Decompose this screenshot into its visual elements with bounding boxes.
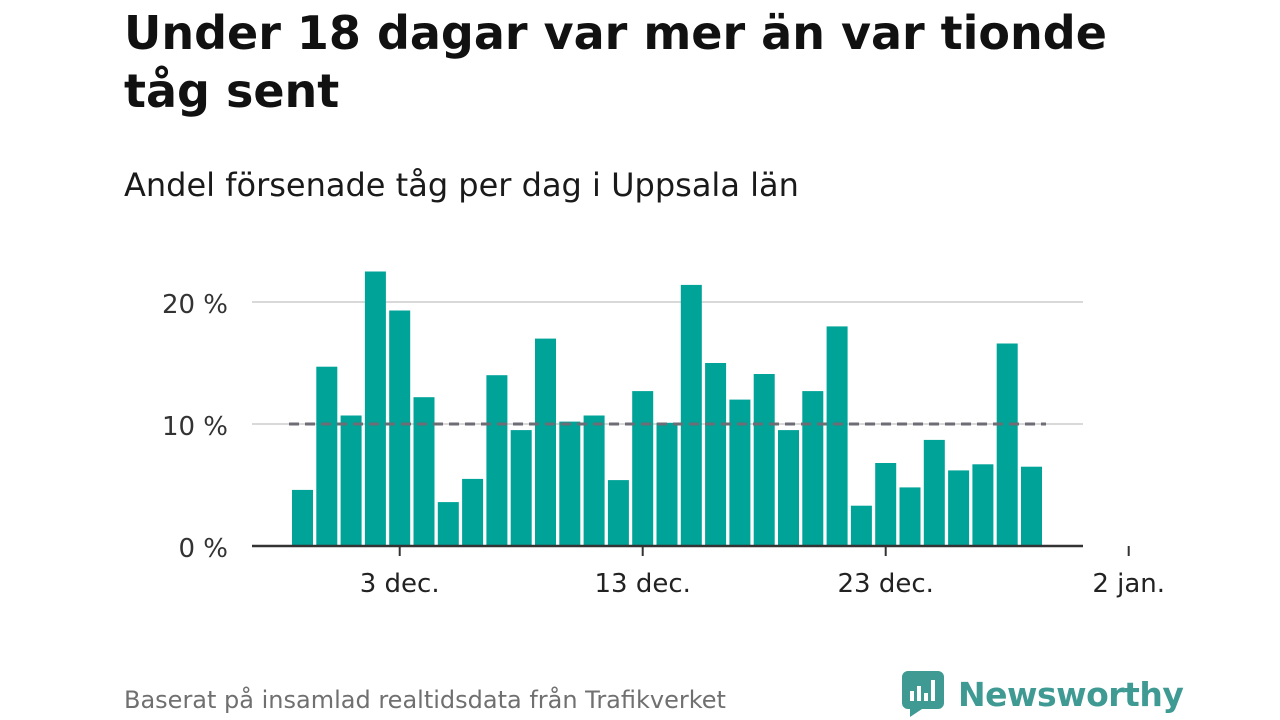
bar <box>826 326 848 546</box>
bar <box>559 421 581 546</box>
bar <box>729 399 751 546</box>
bar <box>972 464 994 546</box>
bar <box>583 415 605 546</box>
bar <box>632 391 654 546</box>
bar <box>364 271 386 546</box>
bar <box>923 439 945 546</box>
chart-subtitle: Andel försenade tåg per dag i Uppsala lä… <box>124 166 799 204</box>
x-tick-label: 2 jan. <box>1092 569 1165 599</box>
bar <box>437 502 459 546</box>
bar <box>656 422 678 546</box>
brand-logo: Newsworthy <box>902 670 1184 718</box>
chart-title: Under 18 dagar var mer än var tionde tåg… <box>124 6 1107 118</box>
x-tick-label: 23 dec. <box>837 569 933 599</box>
bar <box>850 505 872 546</box>
bar <box>389 310 411 546</box>
y-tick-label: 0 % <box>178 534 228 564</box>
bar <box>535 338 556 546</box>
bar <box>948 470 970 546</box>
source-note: Baserat på insamlad realtidsdata från Tr… <box>124 686 726 714</box>
bar <box>607 480 629 546</box>
bar <box>316 366 338 546</box>
bar <box>753 374 775 546</box>
x-tick-label: 3 dec. <box>360 569 440 599</box>
bar <box>778 430 799 546</box>
bar <box>705 363 727 546</box>
brand-name: Newsworthy <box>958 674 1184 714</box>
bar <box>899 487 921 546</box>
bar <box>875 463 897 546</box>
x-tick-label: 13 dec. <box>594 569 690 599</box>
y-tick-label: 10 % <box>162 412 228 442</box>
bar <box>413 397 435 546</box>
bar <box>510 430 532 546</box>
bars <box>292 271 1042 546</box>
bar <box>680 284 702 546</box>
y-tick-label: 20 % <box>162 290 228 320</box>
newsworthy-logo-icon <box>902 671 944 717</box>
bar <box>340 415 362 546</box>
bar <box>292 489 313 546</box>
bar <box>1021 466 1042 546</box>
axes: 0 % 10 % 20 % 3 dec. 13 dec. 23 dec. 2 jan. <box>162 290 1165 599</box>
bar <box>802 391 824 546</box>
bar <box>462 478 484 546</box>
bar <box>486 375 508 546</box>
bar <box>996 343 1018 546</box>
